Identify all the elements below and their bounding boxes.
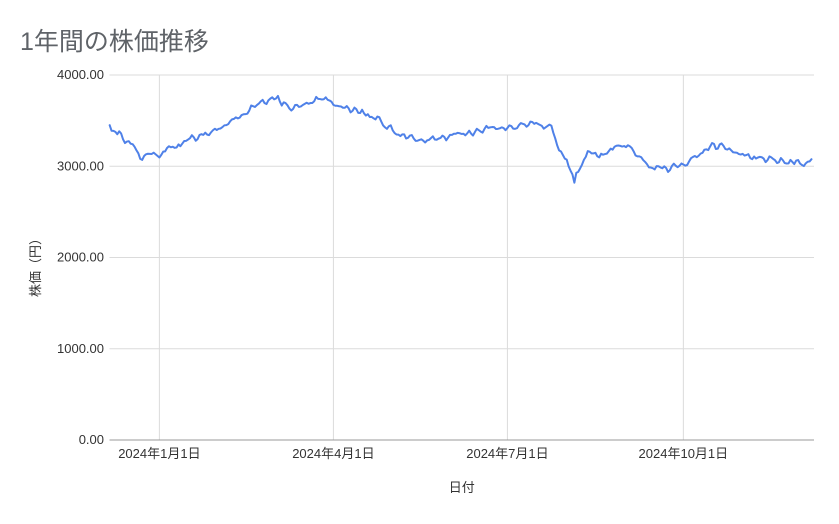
svg-text:0.00: 0.00 — [79, 432, 104, 447]
svg-text:3000.00: 3000.00 — [57, 158, 104, 173]
svg-text:2024年1月1日: 2024年1月1日 — [118, 446, 200, 461]
svg-text:2000.00: 2000.00 — [57, 250, 104, 265]
svg-text:1000.00: 1000.00 — [57, 341, 104, 356]
svg-text:2024年10月1日: 2024年10月1日 — [639, 446, 729, 461]
svg-text:2024年4月1日: 2024年4月1日 — [292, 446, 374, 461]
svg-text:2024年7月1日: 2024年7月1日 — [466, 446, 548, 461]
svg-text:4000.00: 4000.00 — [57, 67, 104, 82]
